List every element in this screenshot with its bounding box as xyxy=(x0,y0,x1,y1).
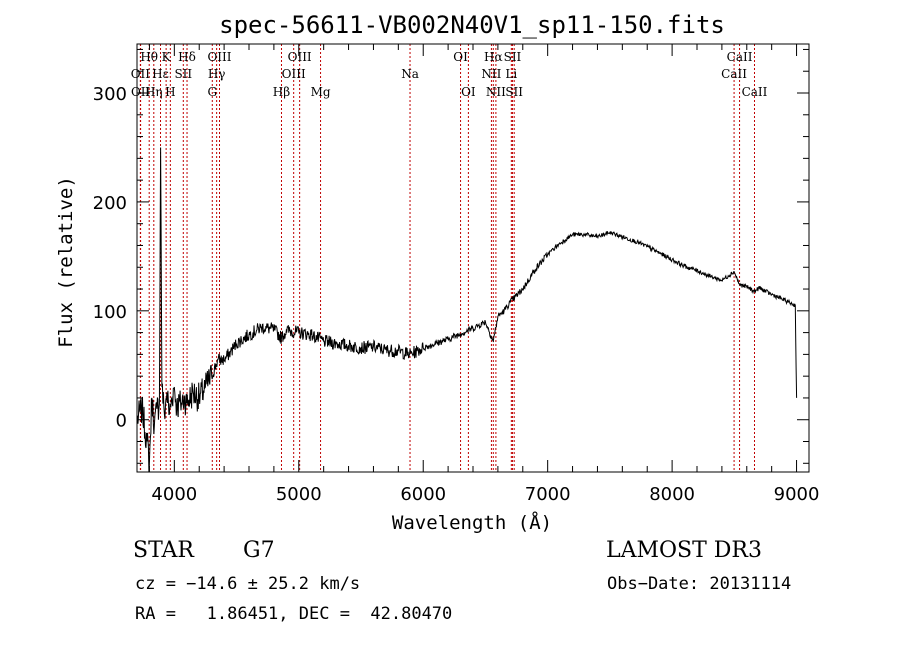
x-tick-label: 4000 xyxy=(151,484,197,505)
y-tick-label: 0 xyxy=(116,411,127,432)
spectral-line-label: CaII xyxy=(721,67,747,81)
spectral-line-label: OII xyxy=(131,67,151,81)
spectral-line-label: OIII xyxy=(207,50,231,64)
x-tick-label: 6000 xyxy=(400,484,446,505)
spectral-line-label: SII xyxy=(174,67,192,81)
x-tick-label: 9000 xyxy=(774,484,820,505)
spectral-line-label: H xyxy=(165,85,175,99)
x-axis-title: Wavelength (Å) xyxy=(392,511,552,534)
spectral-line-label: Li xyxy=(505,67,517,81)
object-subclass: G7 xyxy=(243,538,275,563)
spectral-line-label: CaII xyxy=(742,85,768,99)
spectral-line-label: OIII xyxy=(282,67,306,81)
spectral-line-label: G xyxy=(207,85,217,99)
spectral-line-label: OII xyxy=(131,85,151,99)
object-class: STAR xyxy=(133,538,194,563)
spectrum-series-line xyxy=(136,147,798,473)
spectral-line-label: SII xyxy=(505,85,523,99)
plot-frame xyxy=(136,43,810,473)
spectral-line-label: K xyxy=(162,50,172,64)
coordinates: RA = 1.86451, DEC = 42.80470 xyxy=(135,604,453,624)
spectral-line-label: NII xyxy=(481,67,501,81)
x-tick-label: 8000 xyxy=(649,484,695,505)
x-axis-ticks: 4000 5000 6000 7000 8000 9000 xyxy=(148,44,820,505)
spectral-line-label: OI xyxy=(461,85,476,99)
spectral-line-label: Hγ xyxy=(208,67,226,81)
observation-date: Obs−Date: 20131114 xyxy=(607,574,792,594)
spectral-line-label: Hθ xyxy=(140,50,158,64)
spectral-line-label: Hε xyxy=(152,67,169,81)
spectral-line-label: Hδ xyxy=(178,50,196,64)
spectral-line-label: Mg xyxy=(311,85,331,99)
survey-name: LAMOST DR3 xyxy=(606,538,762,563)
spectral-line-label: OI xyxy=(453,50,468,64)
spectral-line-label: SII xyxy=(504,50,522,64)
y-tick-label: 200 xyxy=(93,193,127,214)
y-tick-label: 100 xyxy=(93,302,127,323)
spectral-line-label: Hη xyxy=(145,85,163,99)
spectral-line-label: Hβ xyxy=(273,85,290,99)
spectral-line-label: Na xyxy=(401,67,419,81)
chart-title: spec-56611-VB002N40V1_sp11-150.fits xyxy=(219,11,725,39)
spectral-line-label: CaII xyxy=(727,50,753,64)
x-tick-label: 5000 xyxy=(276,484,322,505)
spectral-line-label: NII xyxy=(486,85,506,99)
y-axis-ticks: 0 100 200 300 xyxy=(93,48,809,464)
y-tick-label: 300 xyxy=(93,84,127,105)
spectral-line-label: Hα xyxy=(484,50,503,64)
spectral-line-label: OIII xyxy=(288,50,312,64)
y-axis-title: Flux (relative) xyxy=(55,176,77,348)
redshift-velocity: cz = −14.6 ± 25.2 km/s xyxy=(135,574,361,594)
spectral-line-markers xyxy=(139,44,755,472)
x-tick-label: 7000 xyxy=(525,484,571,505)
